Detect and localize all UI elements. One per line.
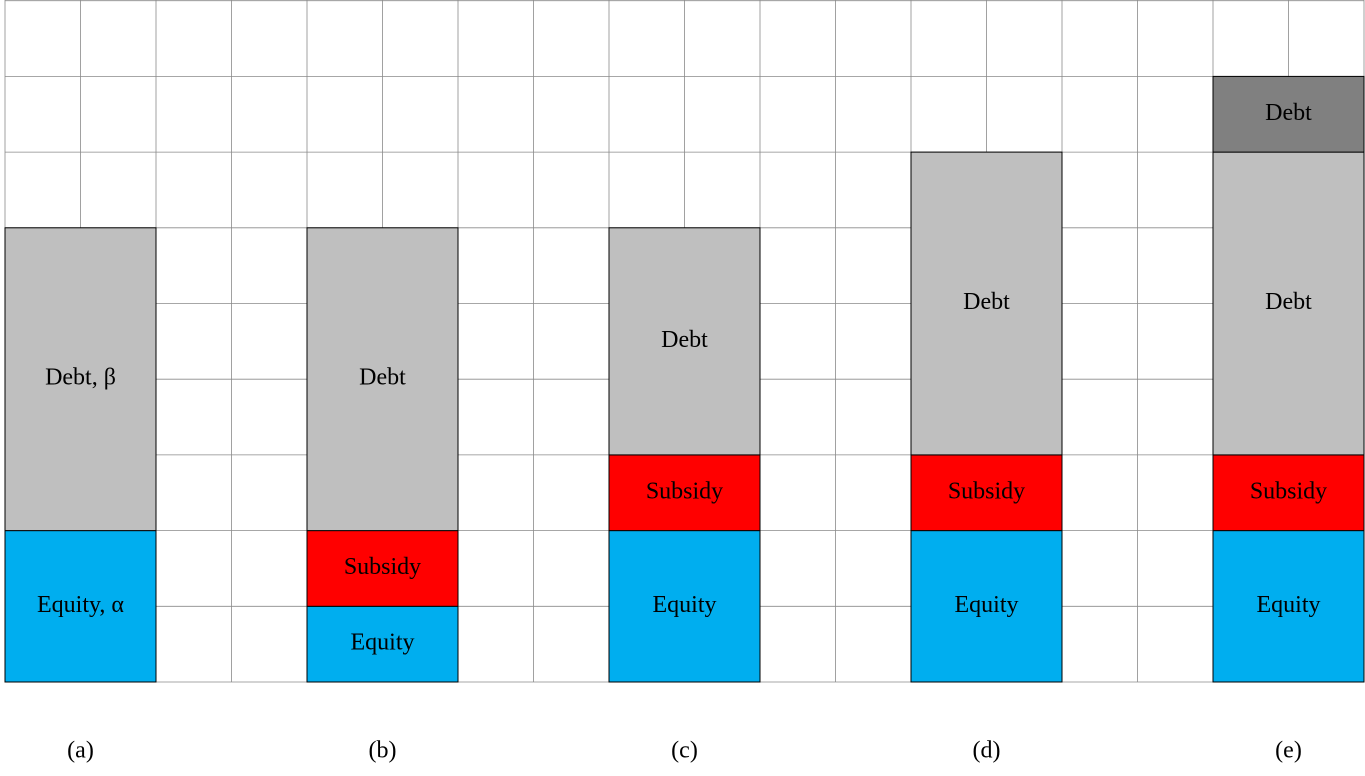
- segment-label: Debt: [1265, 100, 1312, 126]
- segment-box: [306, 227, 459, 532]
- segment-box: [1212, 530, 1365, 683]
- segment-box: [1212, 75, 1365, 153]
- segment-label: Debt: [963, 289, 1010, 315]
- segment-box: [910, 151, 1063, 456]
- segment-label: Debt: [661, 327, 708, 353]
- segment-box: [306, 530, 459, 607]
- segment-box: [1212, 454, 1365, 532]
- segment-box: [4, 227, 157, 532]
- segment-label: Debt: [1265, 289, 1312, 315]
- segment-box: [608, 227, 761, 456]
- segment-label: Subsidy: [344, 554, 421, 580]
- segment-label: Subsidy: [948, 478, 1025, 504]
- segment-box: [4, 530, 157, 683]
- segment-box: [910, 454, 1063, 532]
- segment-box: [608, 454, 761, 532]
- panel-caption: (c): [671, 738, 698, 764]
- segment-label: Equity, α: [37, 592, 124, 618]
- segment-box: [1212, 151, 1365, 456]
- segment-label: Debt: [359, 365, 406, 391]
- segment-box: [608, 530, 761, 683]
- segment-label: Equity: [1257, 592, 1321, 618]
- segment-label: Subsidy: [646, 478, 723, 504]
- panel-caption: (a): [67, 738, 94, 764]
- segment-label: Equity: [351, 630, 415, 656]
- panel-caption: (b): [369, 738, 397, 764]
- segment-label: Subsidy: [1250, 478, 1327, 504]
- segment-label: Debt, β: [45, 365, 116, 391]
- segment-label: Equity: [955, 592, 1019, 618]
- segment-box: [910, 530, 1063, 683]
- segment-box: [306, 605, 459, 683]
- panel-caption: (e): [1275, 738, 1302, 764]
- panel-caption: (d): [973, 738, 1001, 764]
- segment-label: Equity: [653, 592, 717, 618]
